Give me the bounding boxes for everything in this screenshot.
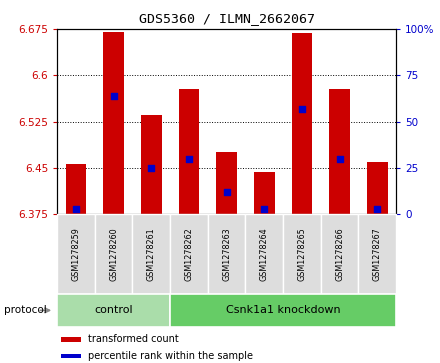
Bar <box>246 214 283 294</box>
Text: control: control <box>94 305 133 315</box>
Point <box>185 156 192 162</box>
Bar <box>66 164 86 214</box>
Bar <box>61 354 81 358</box>
Bar <box>321 214 358 294</box>
Point <box>148 165 155 171</box>
Point <box>336 156 343 162</box>
Bar <box>61 337 81 342</box>
Text: GSM1278267: GSM1278267 <box>373 227 381 281</box>
Point <box>374 206 381 212</box>
Point <box>261 206 268 212</box>
Bar <box>254 172 275 214</box>
Bar <box>367 162 388 214</box>
Bar <box>283 214 321 294</box>
Text: GSM1278259: GSM1278259 <box>72 227 81 281</box>
Point <box>73 206 80 212</box>
Text: GSM1278264: GSM1278264 <box>260 227 269 281</box>
Text: GSM1278263: GSM1278263 <box>222 227 231 281</box>
Text: GSM1278265: GSM1278265 <box>297 227 306 281</box>
Bar <box>103 32 124 214</box>
Bar <box>141 115 161 214</box>
Bar <box>216 152 237 214</box>
Text: Csnk1a1 knockdown: Csnk1a1 knockdown <box>226 305 341 315</box>
Text: percentile rank within the sample: percentile rank within the sample <box>88 351 253 361</box>
Bar <box>208 214 246 294</box>
Bar <box>95 214 132 294</box>
Bar <box>57 294 170 327</box>
Text: GSM1278260: GSM1278260 <box>109 227 118 281</box>
Point <box>298 106 305 111</box>
Bar <box>57 214 95 294</box>
Bar <box>179 89 199 214</box>
Point <box>223 189 230 195</box>
Text: transformed count: transformed count <box>88 334 179 344</box>
Bar <box>292 33 312 214</box>
Title: GDS5360 / ILMN_2662067: GDS5360 / ILMN_2662067 <box>139 12 315 25</box>
Bar <box>132 214 170 294</box>
Bar <box>170 214 208 294</box>
Text: GSM1278261: GSM1278261 <box>147 227 156 281</box>
Bar <box>358 214 396 294</box>
Point <box>110 93 117 99</box>
Text: GSM1278262: GSM1278262 <box>184 227 194 281</box>
Bar <box>170 294 396 327</box>
Text: protocol: protocol <box>4 305 47 315</box>
Bar <box>329 89 350 214</box>
Text: GSM1278266: GSM1278266 <box>335 227 344 281</box>
